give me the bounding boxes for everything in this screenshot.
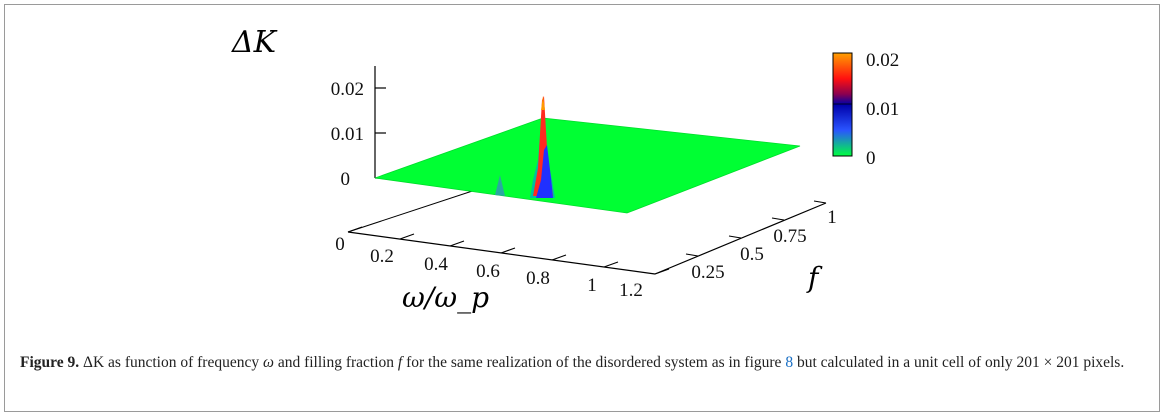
- surface-plot: 0.02 0.01 0 ΔK 0 0.2 0.4 0.6 0.8 1 1.2 0…: [231, 25, 899, 314]
- x-tick-label: 0.2: [370, 246, 394, 267]
- z-axis-label: ΔK: [231, 25, 278, 60]
- caption-text: as function of frequency: [104, 354, 263, 371]
- figure-label: Figure 9.: [20, 354, 80, 371]
- z-axis: 0.02 0.01 0 ΔK: [231, 25, 386, 190]
- colorbar-tick-label: 0.02: [866, 50, 899, 71]
- peak-small: [495, 175, 505, 196]
- caption-omega: ω: [263, 354, 274, 371]
- x-tick-labels: 0 0.2 0.4 0.6 0.8 1 1.2: [335, 234, 643, 301]
- x-tick-label: 0.4: [424, 254, 448, 275]
- caption-text: for the same realization of the disorder…: [402, 354, 786, 371]
- figure-frame: [4, 4, 1160, 412]
- z-tick-label: 0.02: [331, 79, 364, 100]
- colorbar: 0.02 0.01 0: [832, 50, 899, 169]
- peak-tip: [541, 96, 545, 110]
- colorbar-tick-label: 0.01: [866, 99, 899, 120]
- x-tick-label: 0.6: [476, 261, 500, 282]
- caption-delta-k: ΔK: [83, 354, 105, 371]
- figure-caption: Figure 9. ΔK as function of frequency ω …: [20, 352, 1140, 374]
- caption-f: f: [397, 354, 403, 371]
- y-axis-label: f: [806, 261, 823, 294]
- x-tick-label: 0: [335, 234, 345, 255]
- y-tick-label: 0.5: [740, 244, 764, 265]
- z-tick-label: 0: [341, 169, 351, 190]
- peak-main-blue: [536, 145, 553, 198]
- y-tick-label: 0.75: [773, 226, 806, 247]
- surface-plane: [374, 117, 801, 214]
- colorbar-tick-label: 0: [866, 148, 876, 169]
- figure-reference-link[interactable]: 8: [785, 354, 794, 371]
- y-tick-labels: 0.25 0.5 0.75 1: [691, 207, 836, 283]
- caption-text: but calculated in a unit cell of only 20…: [793, 354, 1125, 371]
- x-tick-label: 1.2: [619, 280, 643, 301]
- y-tick-label: 1: [827, 207, 837, 228]
- colorbar-gradient: [832, 52, 853, 157]
- x-axis-label: ω/ω_p: [402, 281, 489, 314]
- surface-peaks: [495, 96, 555, 198]
- y-tick-label: 0.25: [691, 262, 724, 283]
- z-tick-label: 0.01: [331, 124, 364, 145]
- x-tick-label: 0.8: [526, 268, 550, 289]
- caption-text: and filling fraction: [273, 354, 398, 371]
- x-tick-label: 1: [587, 275, 597, 296]
